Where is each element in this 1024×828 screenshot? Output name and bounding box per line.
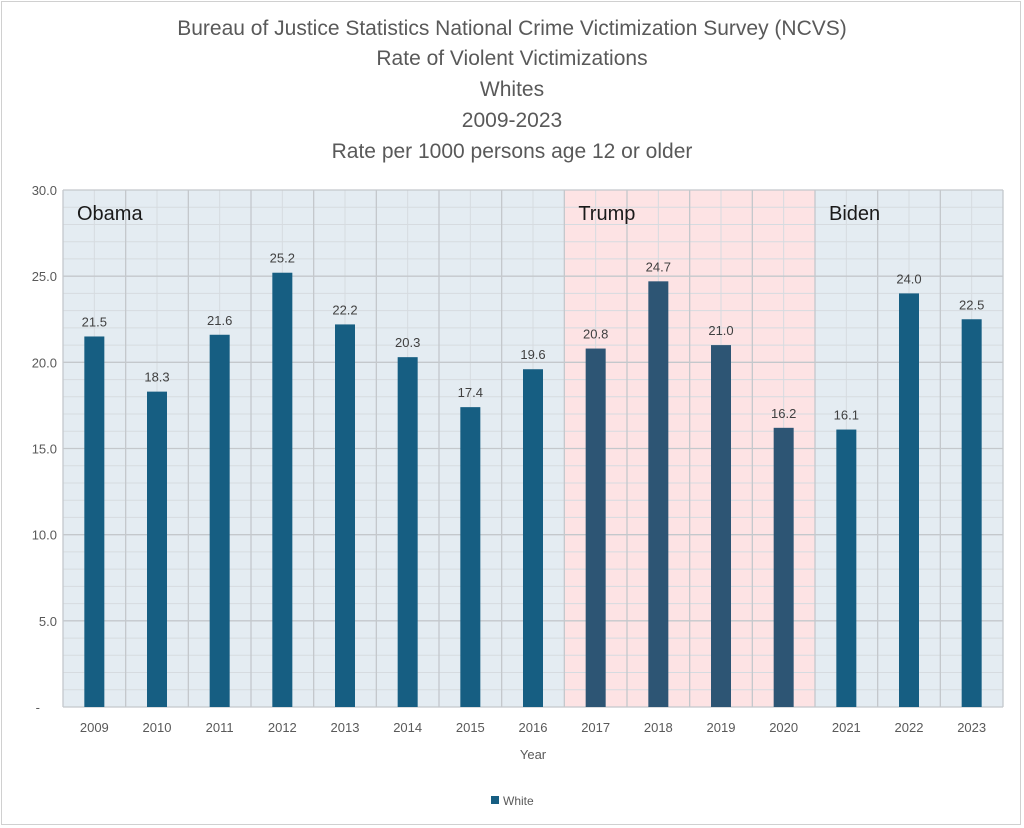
y-tick-label: 10.0 <box>32 528 57 543</box>
y-tick-label: - <box>36 700 40 715</box>
bar-2015 <box>460 407 481 707</box>
x-tick-label: 2013 <box>331 720 360 735</box>
data-label-2017: 20.8 <box>583 327 608 342</box>
bar-2014 <box>397 357 418 707</box>
data-label-2012: 25.2 <box>270 251 295 266</box>
y-tick-label: 5.0 <box>39 614 57 629</box>
x-axis-title: Year <box>520 747 547 762</box>
x-tick-label: 2010 <box>143 720 172 735</box>
bar-2019 <box>711 345 731 707</box>
region-label-trump: Trump <box>578 203 635 225</box>
bar-2023 <box>961 319 982 707</box>
data-label-2018: 24.7 <box>646 259 671 274</box>
data-label-2014: 20.3 <box>395 335 420 350</box>
bar-2020 <box>773 427 794 707</box>
data-label-2021: 16.1 <box>834 408 859 423</box>
bar-2018 <box>648 281 669 707</box>
chart-title-line-3: Whites <box>479 78 545 101</box>
x-tick-label: 2020 <box>769 720 798 735</box>
legend-swatch-white <box>491 796 499 804</box>
bar-2021 <box>836 429 857 707</box>
bar-2011 <box>209 334 230 707</box>
x-tick-label: 2023 <box>957 720 986 735</box>
bar-2022 <box>899 293 919 707</box>
y-tick-label: 25.0 <box>32 269 57 284</box>
bar-2009 <box>84 336 105 707</box>
chart-title-line-4: 2009-2023 <box>461 109 563 132</box>
chart-title-line-1: Bureau of Justice Statistics National Cr… <box>177 17 847 40</box>
data-label-2022: 24.0 <box>896 271 921 286</box>
x-tick-label: 2019 <box>707 720 736 735</box>
data-label-2011: 21.6 <box>207 313 232 328</box>
region-label-obama: Obama <box>77 203 143 225</box>
legend-label-white: White <box>503 794 534 808</box>
data-label-2019: 21.0 <box>708 323 733 338</box>
x-tick-label: 2015 <box>456 720 485 735</box>
data-label-2015: 17.4 <box>458 385 483 400</box>
data-label-2010: 18.3 <box>144 370 169 385</box>
data-label-2009: 21.5 <box>82 314 107 329</box>
x-tick-label: 2014 <box>393 720 422 735</box>
data-label-2013: 22.2 <box>332 302 357 317</box>
data-label-2023: 22.5 <box>959 297 984 312</box>
x-tick-label: 2009 <box>80 720 109 735</box>
bar-2016 <box>523 369 543 707</box>
data-label-2016: 19.6 <box>520 347 545 362</box>
x-tick-label: 2022 <box>895 720 924 735</box>
bar-2010 <box>147 391 167 707</box>
y-tick-label: 30.0 <box>32 183 57 198</box>
x-tick-label: 2012 <box>268 720 297 735</box>
data-label-2020: 16.2 <box>771 406 796 421</box>
bar-2013 <box>335 324 355 707</box>
bar-2012 <box>272 272 293 707</box>
y-tick-label: 15.0 <box>32 442 57 457</box>
y-tick-label: 20.0 <box>32 355 57 370</box>
x-tick-label: 2018 <box>644 720 673 735</box>
bar-2017 <box>585 348 606 707</box>
x-tick-label: 2017 <box>581 720 610 735</box>
region-label-biden: Biden <box>829 203 880 225</box>
x-tick-label: 2021 <box>832 720 861 735</box>
chart-title-line-2: Rate of Violent Victimizations <box>376 47 648 70</box>
x-tick-label: 2016 <box>519 720 548 735</box>
x-tick-label: 2011 <box>206 720 234 735</box>
chart-title-line-5: Rate per 1000 persons age 12 or older <box>331 140 693 163</box>
